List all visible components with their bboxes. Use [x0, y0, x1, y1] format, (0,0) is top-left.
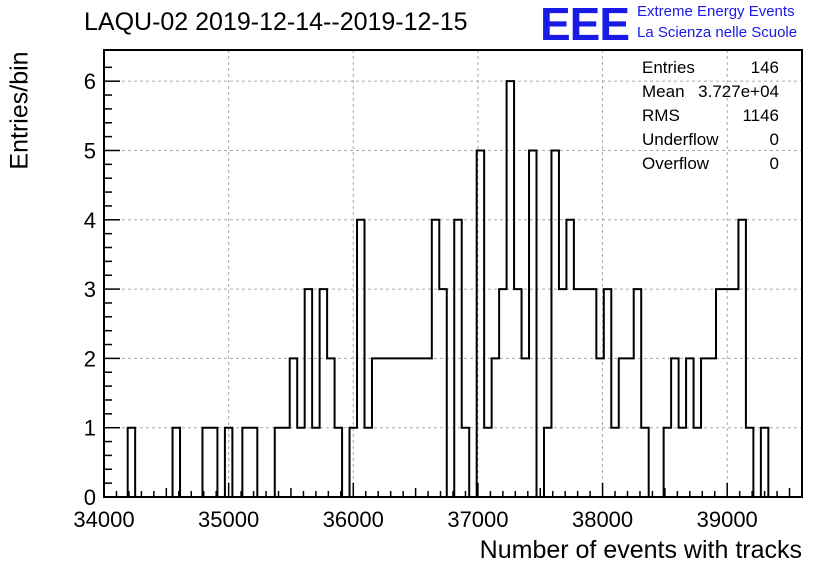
stats-row-rms: RMS 1146 — [641, 106, 781, 130]
histogram-bin — [242, 428, 257, 497]
histogram-bin — [305, 289, 312, 497]
histogram-bin — [128, 428, 135, 497]
histogram-bin — [173, 428, 180, 497]
stats-value: 3.727e+04 — [698, 82, 779, 101]
x-tick-label: 36000 — [323, 507, 384, 532]
stats-row-underflow: Underflow 0 — [641, 130, 781, 154]
histogram-bin — [694, 428, 701, 497]
histogram-outline — [126, 80, 770, 498]
x-tick-label: 35000 — [198, 507, 259, 532]
stats-label: Overflow — [642, 154, 710, 173]
stats-box: Entries 146 Mean 3.727e+04 RMS 1146 Unde… — [641, 58, 781, 178]
x-tick-label: 38000 — [572, 507, 633, 532]
stats-row-entries: Entries 146 — [641, 58, 781, 82]
stats-label: Underflow — [642, 130, 719, 149]
y-tick-label: 4 — [84, 208, 96, 233]
stats-label: Mean — [642, 82, 685, 101]
stats-value: 0 — [769, 130, 779, 149]
brand-line-1: Extreme Energy Events — [637, 3, 795, 20]
stats-value: 146 — [750, 58, 779, 77]
histogram-bin — [529, 150, 536, 497]
histogram-bin — [761, 428, 768, 497]
histogram-bin — [365, 428, 372, 497]
histogram-bin — [551, 150, 558, 497]
histogram-bin — [581, 289, 596, 497]
y-tick-label: 6 — [84, 69, 96, 94]
axis-ticks: 34000 35000 36000 37000 38000 39000 0 1 2 3 4 5 6 — [73, 66, 803, 532]
histogram-bin — [514, 289, 521, 497]
stats-label: RMS — [642, 106, 680, 125]
stats-value: 1146 — [742, 106, 779, 125]
histogram-bin — [312, 428, 319, 497]
stats-row-mean: Mean 3.727e+04 — [641, 82, 781, 106]
plot-title: LAQU-02 2019-12-14--2019-12-15 — [84, 8, 468, 36]
histogram-bin — [746, 428, 753, 497]
histogram-bin — [634, 289, 641, 497]
histogram-bin — [275, 428, 290, 497]
histogram-bin — [559, 289, 566, 497]
histogram-bin — [604, 289, 611, 497]
y-tick-label: 1 — [84, 416, 96, 441]
histogram-bin — [611, 428, 618, 497]
histogram-bin — [679, 428, 686, 497]
histogram-bin — [439, 289, 446, 497]
histogram-bin — [320, 289, 327, 497]
histogram-step-line — [126, 80, 770, 498]
y-tick-label: 2 — [84, 346, 96, 371]
histogram-bin — [335, 428, 342, 497]
brand-line-2: La Scienza nelle Scuole — [637, 24, 798, 41]
stats-row-overflow: Overflow 0 — [641, 154, 781, 178]
histogram-bin — [664, 428, 671, 497]
grid-lines — [104, 50, 802, 497]
x-tick-label: 34000 — [73, 507, 134, 532]
histogram-bin — [462, 428, 469, 497]
eee-logo: EEE — [540, 0, 630, 50]
x-tick-label: 37000 — [447, 507, 508, 532]
histogram-bin — [574, 289, 581, 497]
histogram-bin — [544, 428, 551, 497]
histogram-bin — [484, 428, 491, 497]
y-axis-label: Entries/bin — [5, 51, 34, 170]
x-tick-label: 39000 — [697, 507, 758, 532]
histogram-bin — [202, 428, 217, 497]
y-tick-label: 3 — [84, 277, 96, 302]
stats-value: 0 — [769, 154, 779, 173]
histogram-bin — [641, 428, 648, 497]
stats-label: Entries — [642, 58, 695, 77]
histogram-bin — [499, 289, 506, 497]
y-tick-label: 5 — [84, 138, 96, 163]
y-tick-label: 0 — [84, 485, 96, 510]
x-axis-label: Number of events with tracks — [479, 536, 802, 564]
histogram-bin — [297, 428, 304, 497]
